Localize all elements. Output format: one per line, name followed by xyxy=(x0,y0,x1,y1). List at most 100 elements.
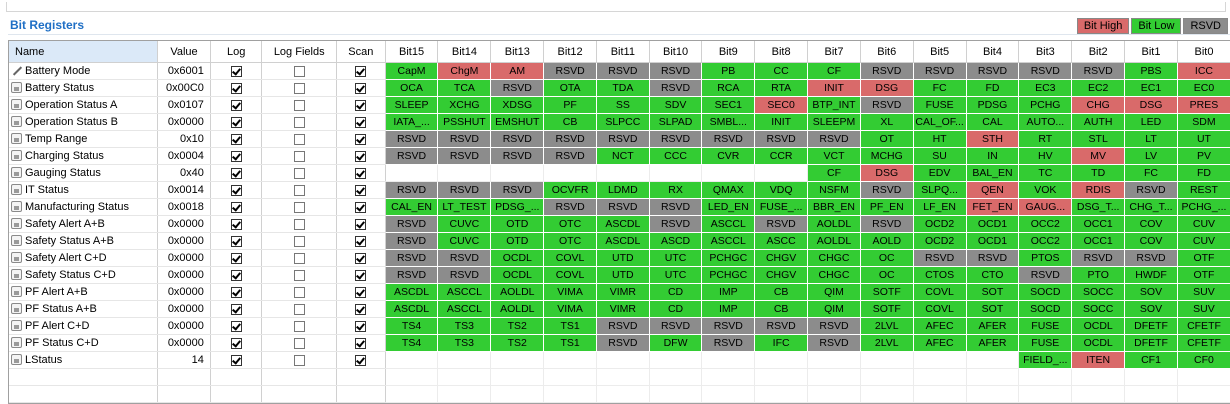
bit-cell[interactable]: OTC xyxy=(543,232,597,250)
log-fields-checkbox[interactable] xyxy=(293,218,305,230)
register-name-cell[interactable]: Safety Status C+D xyxy=(9,266,159,284)
log-checkbox[interactable] xyxy=(230,116,242,128)
bit-cell[interactable]: QIM xyxy=(807,283,861,301)
log-checkbox[interactable] xyxy=(230,133,242,145)
bit-cell[interactable]: RSVD xyxy=(437,181,492,199)
register-value[interactable]: 0x0000 xyxy=(157,249,211,267)
bit-cell[interactable]: CTO xyxy=(965,266,1020,284)
bit-cell[interactable]: AOLDL xyxy=(490,283,545,301)
bit-cell[interactable]: OTF xyxy=(1176,249,1230,267)
column-header-scan[interactable]: Scan xyxy=(336,41,386,63)
log-checkbox[interactable] xyxy=(230,184,242,196)
bit-cell[interactable]: RSVD xyxy=(595,130,650,148)
bit-cell[interactable]: RSVD xyxy=(859,181,914,199)
bit-cell[interactable]: TDA xyxy=(595,79,650,97)
bit-cell[interactable]: RSVD xyxy=(648,79,703,97)
column-header-bit[interactable]: Bit5 xyxy=(913,41,967,63)
bit-cell[interactable]: RSVD xyxy=(384,215,439,233)
register-name-cell[interactable]: Safety Alert A+B xyxy=(9,215,159,233)
bit-cell[interactable]: COVL xyxy=(912,300,967,318)
bit-cell[interactable]: ASCDL xyxy=(595,232,650,250)
bit-cell[interactable]: PCHG_... xyxy=(1176,198,1230,216)
bit-cell[interactable]: TS4 xyxy=(384,334,439,352)
bit-cell[interactable]: OCDL xyxy=(1071,317,1126,335)
bit-cell[interactable]: CHGC xyxy=(807,266,861,284)
bit-cell[interactable]: XL xyxy=(859,113,914,131)
bit-cell[interactable]: RSVD xyxy=(807,130,861,148)
table-row[interactable]: Battery Mode 0x6001 CapM ChgM AM RSVD RSVD RSVD… xyxy=(9,62,1230,80)
register-name-cell[interactable]: Temp Range xyxy=(9,130,159,148)
bit-cell[interactable]: SOCD xyxy=(1018,300,1073,318)
bit-cell[interactable]: CB xyxy=(543,113,597,131)
log-checkbox[interactable] xyxy=(230,150,242,162)
bit-cell[interactable]: RSVD xyxy=(490,181,545,199)
bit-cell[interactable]: PTO xyxy=(1071,266,1126,284)
bit-cell[interactable]: CF1 xyxy=(1124,351,1178,369)
log-fields-checkbox[interactable] xyxy=(293,150,305,162)
bit-cell[interactable]: CHG_T... xyxy=(1124,198,1178,216)
bit-cell[interactable]: MV xyxy=(1071,147,1126,165)
bit-cell[interactable]: CHGV xyxy=(754,266,809,284)
bit-cell[interactable]: OTF xyxy=(1176,266,1230,284)
bit-cell[interactable]: CF xyxy=(807,62,861,80)
register-value[interactable]: 14 xyxy=(157,351,211,369)
register-name-cell[interactable]: Charging Status xyxy=(9,147,159,165)
scan-checkbox[interactable] xyxy=(355,82,367,94)
bit-cell[interactable]: RSVD xyxy=(490,130,545,148)
bit-cell[interactable]: RSVD xyxy=(701,334,756,352)
bit-cell[interactable]: VIMR xyxy=(595,283,650,301)
bit-cell[interactable]: RSVD xyxy=(1071,62,1126,80)
bit-cell[interactable]: REST xyxy=(1176,181,1230,199)
table-row[interactable]: PF Status C+D 0x0000 TS4 TS3 TS2 TS1 RSVD DFW RS… xyxy=(9,334,1230,352)
scan-checkbox[interactable] xyxy=(355,184,367,196)
bit-cell[interactable]: RSVD xyxy=(1018,266,1073,284)
bit-cell[interactable]: SOT xyxy=(965,283,1020,301)
bit-cell[interactable]: OCC1 xyxy=(1071,232,1126,250)
bit-cell[interactable]: PBS xyxy=(1124,62,1178,80)
bit-cell[interactable]: SOCD xyxy=(1018,283,1073,301)
bit-cell[interactable]: OCDL xyxy=(1071,334,1126,352)
table-row[interactable]: Safety Status A+B 0x0000 RSVD CUVC OTD OTC ASC… xyxy=(9,232,1230,250)
bit-cell[interactable]: DFETF xyxy=(1124,334,1178,352)
bit-cell[interactable]: RSVD xyxy=(912,62,967,80)
bit-cell[interactable]: DSG xyxy=(1124,96,1178,114)
bit-cell[interactable]: RSVD xyxy=(384,130,439,148)
bit-cell[interactable]: RSVD xyxy=(437,266,492,284)
bit-cell[interactable]: RSVD xyxy=(1018,62,1073,80)
bit-cell[interactable]: TS4 xyxy=(384,317,439,335)
bit-cell[interactable]: AOLDL xyxy=(807,215,861,233)
bit-cell[interactable]: RSVD xyxy=(859,215,914,233)
bit-cell[interactable]: ASCDL xyxy=(595,215,650,233)
bit-cell[interactable]: NCT xyxy=(595,147,650,165)
log-checkbox[interactable] xyxy=(230,65,242,77)
bit-cell[interactable]: RSVD xyxy=(754,215,809,233)
bit-cell[interactable]: QMAX xyxy=(701,181,756,199)
register-value[interactable]: 0x0000 xyxy=(157,283,211,301)
bit-cell[interactable]: RX xyxy=(648,181,703,199)
column-header-bit[interactable]: Bit4 xyxy=(966,41,1020,63)
bit-cell[interactable]: SUV xyxy=(1176,283,1230,301)
bit-cell[interactable]: SMBL... xyxy=(701,113,756,131)
bit-cell[interactable]: VCT xyxy=(807,147,861,165)
log-fields-checkbox[interactable] xyxy=(293,286,305,298)
bit-cell[interactable]: PV xyxy=(1176,147,1230,165)
bit-cell[interactable]: FC xyxy=(912,79,967,97)
bit-cell[interactable]: MCHG xyxy=(859,147,914,165)
log-checkbox[interactable] xyxy=(230,320,242,332)
column-header-bit[interactable]: Bit11 xyxy=(596,41,650,63)
bit-cell[interactable]: SOTF xyxy=(859,283,914,301)
bit-cell[interactable]: DSG_T... xyxy=(1071,198,1126,216)
log-checkbox[interactable] xyxy=(230,201,242,213)
column-header-bit[interactable]: Bit2 xyxy=(1071,41,1126,63)
bit-cell[interactable]: TS1 xyxy=(543,334,597,352)
bit-cell[interactable]: DFETF xyxy=(1124,317,1178,335)
table-row[interactable]: LStatus 14 FIELD_... ITEN CF1 CF0 xyxy=(9,351,1230,369)
bit-cell[interactable]: RSVD xyxy=(543,62,597,80)
bit-cell[interactable]: LF_EN xyxy=(912,198,967,216)
bit-cell[interactable]: RSVD xyxy=(1124,181,1178,199)
bit-cell[interactable]: ASCC xyxy=(754,232,809,250)
table-row[interactable]: Temp Range 0x10 RSVD RSVD RSVD RSVD RSVD RSVD RS… xyxy=(9,130,1230,148)
bit-cell[interactable]: RSVD xyxy=(595,334,650,352)
bit-cell[interactable]: LT xyxy=(1124,130,1178,148)
bit-cell[interactable]: PDSG_... xyxy=(490,198,545,216)
